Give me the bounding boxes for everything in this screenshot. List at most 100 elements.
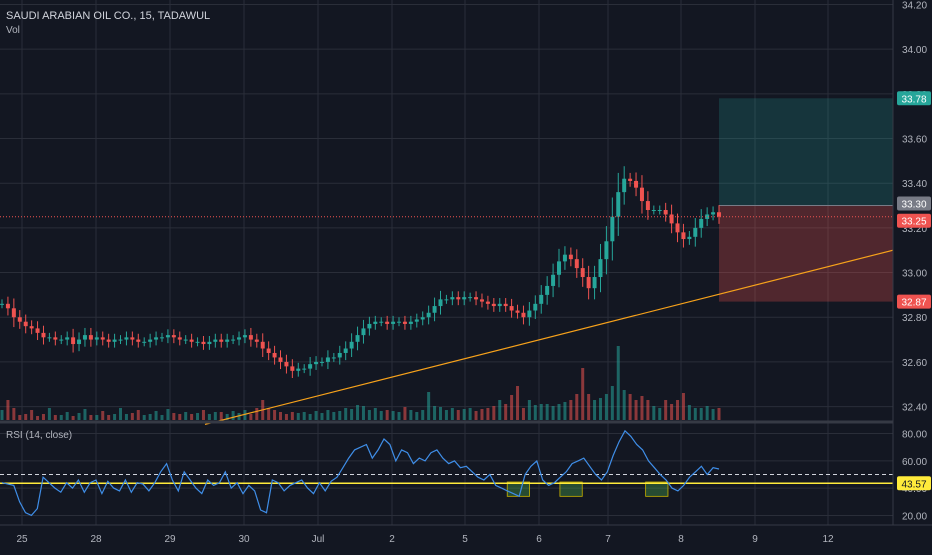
time-axis-ticks: 25 28 29 30 Jul 2 5 6 7 8 9 12: [16, 534, 834, 545]
price-bar-body: [331, 357, 336, 359]
price-bar-body: [651, 210, 656, 211]
volume-bar: [172, 413, 176, 420]
price-bar-body: [302, 368, 307, 370]
volume-bar: [53, 415, 57, 420]
volume-bar: [267, 408, 271, 420]
volume-bar: [391, 411, 395, 420]
volume-bar: [113, 414, 117, 420]
volume-bar: [77, 413, 81, 420]
price-bar-body: [242, 335, 247, 338]
rsi-tick-label: 20.00: [902, 511, 927, 522]
price-bar-body: [248, 335, 253, 340]
volume-bar: [290, 412, 294, 420]
price-tick-label: 33.20: [902, 224, 927, 235]
volume-bar: [450, 408, 454, 420]
price-bar-body: [408, 321, 413, 324]
target-badge: 33.78: [901, 94, 926, 105]
price-bar-body: [432, 306, 437, 313]
volume-bar: [646, 400, 650, 420]
position-tool[interactable]: [719, 98, 893, 302]
trendline[interactable]: [204, 249, 894, 426]
rsi-value-badge-bg: [897, 476, 931, 491]
price-bar-body: [610, 216, 615, 242]
volume-bar: [166, 409, 170, 420]
volume-bar: [24, 414, 28, 420]
price-bar-body: [693, 227, 698, 237]
price-bar-body: [568, 254, 573, 260]
volume-bar: [658, 408, 662, 420]
volume-bar: [516, 386, 520, 420]
current-price-badge-bg: [897, 213, 931, 228]
volume-bar: [332, 412, 336, 420]
volume-bar: [492, 406, 496, 420]
volume-bar: [119, 408, 123, 420]
volume-bar: [30, 410, 34, 420]
price-bar-body: [349, 341, 354, 349]
volume-bar: [616, 346, 620, 420]
price-bar-body: [314, 361, 319, 365]
time-tick-label: 30: [238, 534, 250, 545]
volume-bar: [95, 415, 99, 420]
price-bar-body: [71, 337, 76, 345]
price-bar-body: [527, 310, 532, 318]
volume-bar: [350, 409, 354, 420]
price-tick-label: 33.00: [902, 269, 927, 280]
price-bar-body: [148, 339, 153, 342]
volume-bar: [444, 410, 448, 420]
price-bar-body: [29, 326, 34, 329]
price-bar-body: [705, 214, 710, 219]
price-bar-body: [645, 201, 650, 210]
volume-bar: [344, 408, 348, 420]
price-tick-label: 32.40: [902, 403, 927, 414]
volume-bar: [693, 408, 697, 420]
volume-bar: [438, 407, 442, 420]
rsi-label[interactable]: RSI (14, close): [6, 430, 72, 441]
price-bar-body: [77, 339, 82, 345]
price-bar-body: [201, 341, 206, 345]
price-bar-body: [616, 192, 621, 217]
price-bar-body: [402, 321, 407, 324]
chart-title[interactable]: SAUDI ARABIAN OIL CO., 15, TADAWUL: [6, 10, 210, 22]
volume-bar: [421, 410, 425, 420]
price-bar-body: [171, 335, 176, 338]
volume-bar: [699, 408, 703, 420]
volume-label[interactable]: Vol: [6, 25, 20, 36]
price-bar-body: [574, 259, 579, 269]
price-bar-body: [272, 352, 277, 358]
price-bar-body: [23, 321, 28, 327]
volume-bar: [356, 405, 360, 420]
price-bar-body: [41, 332, 46, 338]
price-bar-body: [231, 339, 236, 341]
volume-bar: [142, 415, 146, 420]
time-tick-label: 6: [536, 534, 542, 545]
volume-bar: [480, 409, 484, 420]
volume-bar: [18, 415, 22, 420]
stop-badge: 32.87: [901, 298, 926, 309]
volume-bar: [385, 410, 389, 420]
volume-bar: [640, 396, 644, 420]
rsi-tick-label: 80.00: [902, 430, 927, 441]
profit-zone[interactable]: [719, 98, 893, 206]
volume-bar: [409, 410, 413, 420]
price-bar-body: [337, 352, 342, 358]
volume-bar: [308, 414, 312, 420]
price-bar-body: [557, 261, 562, 275]
price-bar-body: [444, 299, 449, 301]
price-bar-body: [11, 308, 16, 318]
price-bar-body: [687, 236, 692, 240]
volume-bar: [670, 404, 674, 420]
price-bar-body: [497, 303, 502, 307]
volume-bar: [160, 415, 164, 420]
rsi-pane[interactable]: [0, 420, 932, 517]
price-bar-body: [154, 337, 159, 340]
rsi-tick-label: 60.00: [902, 457, 927, 468]
price-bar-body: [177, 337, 182, 340]
price-bar-body: [391, 321, 396, 324]
loss-zone[interactable]: [719, 205, 893, 302]
price-bar-body: [82, 335, 87, 340]
time-tick-label: 9: [752, 534, 758, 545]
entry-badge: 33.30: [901, 200, 926, 211]
price-tick-label: 34.20: [902, 0, 927, 11]
